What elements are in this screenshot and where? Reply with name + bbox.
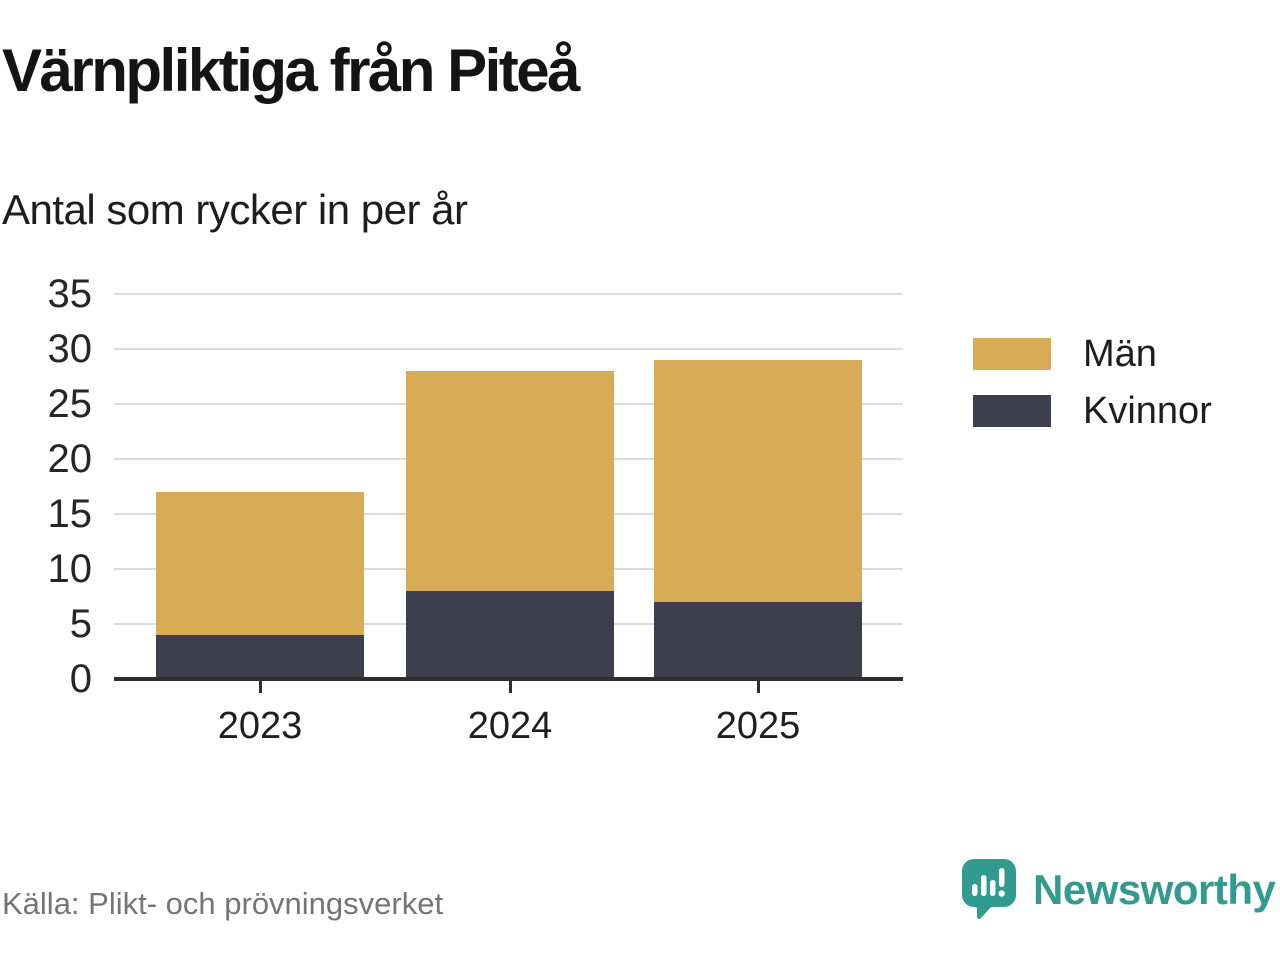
bar-segment-kvinnor-2025 [654,602,862,679]
bar-segment-kvinnor-2023 [156,635,364,679]
newsworthy-logo: Newsworthy [961,858,1276,924]
x-axis-tick [757,681,760,693]
legend: Män Kvinnor [973,333,1212,452]
legend-label-män: Män [1083,332,1157,375]
bar-segment-kvinnor-2024 [406,591,614,679]
y-axis-tick-label: 20 [47,437,93,481]
bar-group-2025 [654,360,862,679]
x-axis-label-2024: 2024 [467,705,553,747]
newsworthy-logo-icon [962,859,1016,920]
bar-group-2024 [406,371,614,679]
legend-item-män: Män [973,333,1212,375]
bar-group-2023 [156,492,364,679]
bar-segment-män-2023 [156,492,364,635]
y-axis-tick-label: 10 [47,547,93,591]
source-note: Källa: Plikt- och prövningsverket [2,886,444,921]
gridline [114,348,903,350]
gridline [114,293,903,295]
x-axis-tick [259,681,262,693]
x-axis-tick [509,681,512,693]
legend-swatch-män [973,338,1051,370]
x-axis-line [114,677,903,681]
bar-segment-män-2024 [406,371,614,591]
y-axis-tick-label: 30 [47,327,93,371]
x-axis-label-2023: 2023 [217,705,303,747]
y-axis-tick-label: 35 [47,272,93,316]
x-axis-label-2025: 2025 [715,705,801,747]
legend-swatch-kvinnor [973,395,1051,427]
legend-label-kvinnor: Kvinnor [1083,389,1212,432]
chart-subtitle: Antal som rycker in per år [2,186,468,233]
y-axis-tick-label: 15 [47,492,93,536]
y-axis-tick-label: 5 [69,602,92,646]
y-axis-tick-label: 25 [47,382,93,426]
newsworthy-wordmark: Newsworthy [1033,866,1276,913]
legend-item-kvinnor: Kvinnor [973,390,1212,432]
chart-title: Värnpliktiga från Piteå [2,37,581,104]
bar-segment-män-2025 [654,360,862,602]
y-axis-tick-label: 0 [69,657,92,701]
